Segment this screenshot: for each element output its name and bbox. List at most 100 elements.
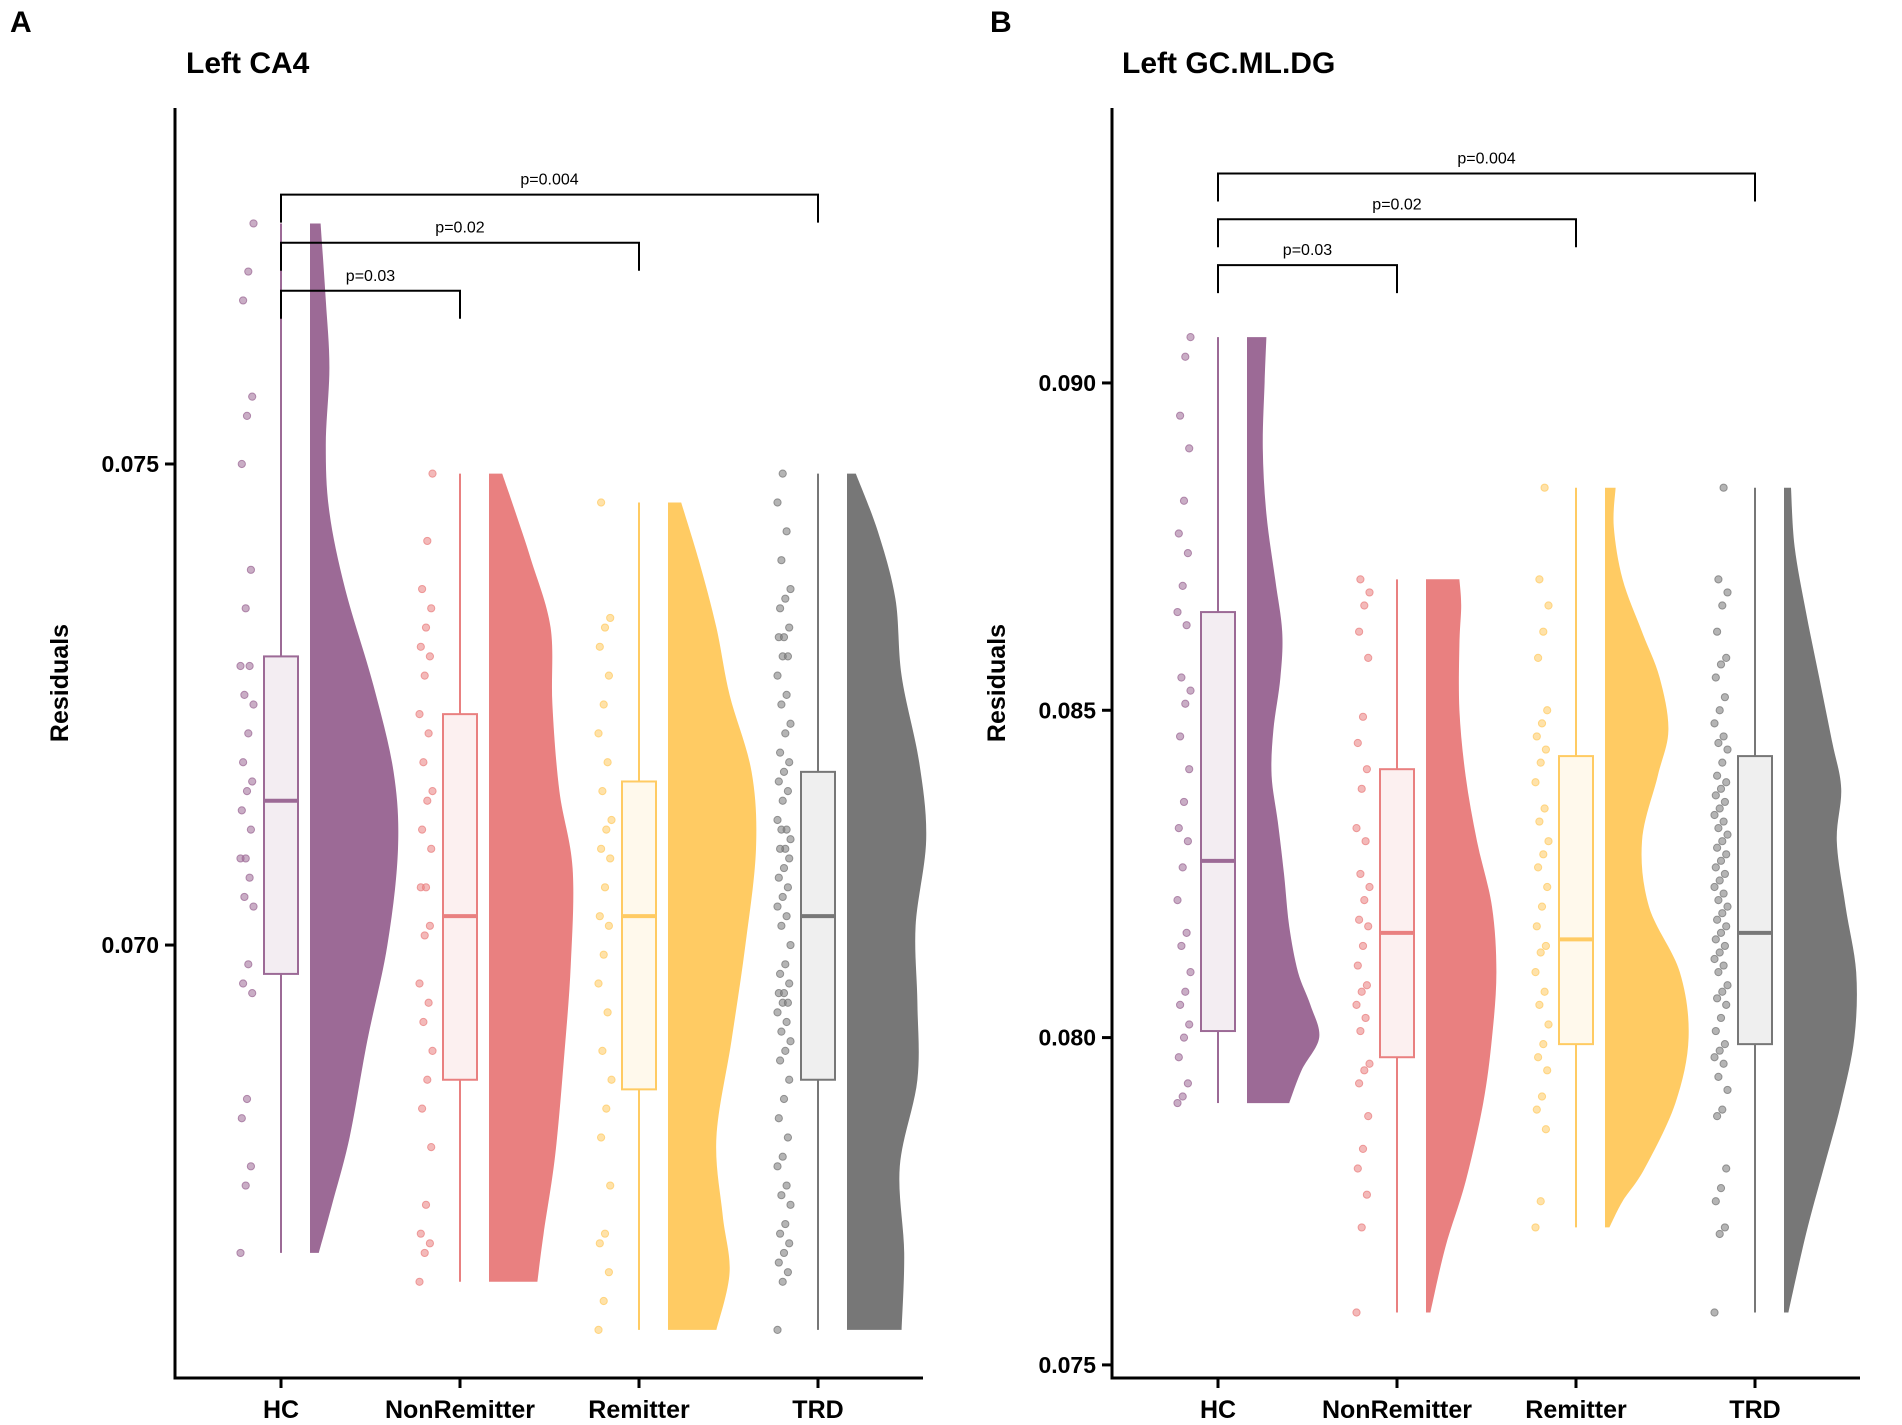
panel-a-point-trd	[774, 1114, 783, 1123]
panel-a-point-nonremitter	[420, 931, 429, 940]
panel-b-point-hc	[1173, 1098, 1182, 1108]
panel-a-point-nonremitter	[427, 604, 436, 613]
panel-a-point-nonremitter	[415, 979, 424, 988]
panel-b-point-hc	[1185, 1020, 1194, 1029]
panel-b-point-trd	[1710, 719, 1719, 728]
panel-a-point-remitter	[597, 498, 606, 507]
panel-b-box-trd	[1737, 755, 1773, 1046]
panel-b-point-nonremitter	[1355, 627, 1364, 636]
panel-b-point-remitter	[1531, 968, 1540, 977]
panel-a-point-remitter	[606, 1181, 615, 1190]
panel-b-point-nonremitter	[1356, 575, 1365, 584]
panel-a-bracket-line-0	[280, 289, 461, 319]
panel-b-point-remitter	[1540, 483, 1549, 492]
panel-b-point-trd	[1719, 732, 1728, 741]
panel-a-point-nonremitter	[425, 652, 434, 661]
panel-a-point-trd	[783, 883, 793, 892]
panel-b-point-remitter	[1544, 601, 1553, 610]
panel-b-point-remitter	[1539, 1040, 1548, 1049]
panel-b-point-hc	[1181, 987, 1190, 996]
panel-a-point-remitter	[598, 787, 607, 796]
panel-b-point-trd	[1710, 954, 1719, 964]
panel-b-point-trd	[1714, 968, 1723, 977]
panel-a-violin-nonremitter	[489, 473, 574, 1282]
panel-b-point-trd	[1710, 1308, 1719, 1317]
panel-a-violin-remitter	[668, 502, 757, 1330]
panel-b-point-trd	[1711, 791, 1720, 800]
panel-a-y-axis-label: Residuals	[46, 624, 74, 742]
panel-a-point-trd	[785, 854, 794, 863]
panel-b-point-nonremitter	[1357, 1223, 1366, 1232]
panel-b-point-trd	[1714, 1072, 1723, 1081]
panel-a-point-trd	[782, 690, 791, 699]
panel-b-point-hc	[1182, 928, 1191, 937]
panel-b-point-trd	[1722, 850, 1731, 859]
panel-b-point-hc	[1177, 673, 1186, 682]
panel-b-point-hc	[1179, 496, 1189, 505]
panel-b-group-hc	[1173, 333, 1320, 1108]
panel-a-point-remitter	[595, 912, 604, 921]
panel-b-point-hc	[1186, 968, 1195, 977]
panel-a-point-remitter	[594, 979, 603, 988]
panel-a-point-remitter	[604, 671, 614, 680]
panel-a-point-hc	[241, 1181, 250, 1190]
panel-a-point-trd	[783, 1268, 793, 1277]
panel-a-point-nonremitter	[415, 1277, 424, 1286]
panel-a-significance-bracket-2: p=0.004	[280, 172, 819, 223]
panel-a-point-remitter	[606, 613, 615, 623]
panel-a-point-hc	[242, 1094, 252, 1104]
panel-a-point-hc	[236, 1248, 245, 1258]
panel-b-point-trd	[1713, 843, 1722, 852]
panel-b-point-hc	[1178, 581, 1187, 590]
panel-b-point-hc	[1173, 607, 1182, 617]
panel-b-point-trd	[1718, 1105, 1727, 1114]
panel-a-point-hc	[249, 902, 258, 911]
panel-a-point-trd	[785, 1239, 794, 1248]
panel-b-point-remitter	[1536, 1197, 1545, 1206]
panel-b-point-nonremitter	[1358, 941, 1368, 951]
panel-a-p-value-label-1: p=0.02	[435, 220, 484, 237]
panel-a-point-nonremitter	[424, 729, 433, 738]
panel-b-point-remitter	[1540, 804, 1549, 813]
panel-a-group-remitter	[594, 498, 757, 1334]
panel-b-point-trd	[1711, 673, 1720, 682]
panel-a-point-remitter	[595, 1239, 604, 1248]
panel-a-point-nonremitter	[428, 469, 437, 478]
panel-a-group-nonremitter	[415, 469, 574, 1286]
panel-b-point-nonremitter	[1362, 981, 1372, 990]
panel-a-point-trd	[781, 1046, 790, 1055]
panel-a-point-remitter	[600, 623, 610, 632]
panel-a-point-trd	[778, 796, 787, 805]
panel-a-point-hc	[239, 296, 248, 305]
panel-a-y-tick-label-0: 0.070	[101, 932, 159, 958]
panel-b-point-nonremitter	[1357, 987, 1366, 996]
panel-a-point-trd	[785, 1075, 794, 1084]
panel-a-point-hc	[249, 219, 258, 228]
panel-b-point-trd	[1718, 601, 1727, 610]
panel-a-point-trd	[785, 758, 794, 767]
panel-b-point-trd	[1713, 994, 1722, 1003]
panel-a-point-trd	[781, 844, 790, 853]
panel-a-point-remitter	[602, 825, 611, 834]
panel-a-point-remitter	[607, 815, 616, 825]
panel-b-point-nonremitter	[1361, 1013, 1370, 1023]
panel-b-point-nonremitter	[1353, 961, 1362, 970]
panel-b-significance-bracket-0: p=0.03	[1217, 242, 1398, 294]
panel-b-point-nonremitter	[1352, 1308, 1361, 1317]
panel-b-y-tick-label-0: 0.075	[1038, 1352, 1096, 1378]
panel-a-x-tick-label-nonremitter: NonRemitter	[385, 1396, 535, 1424]
panel-b-point-remitter	[1534, 863, 1543, 872]
panel-b-point-hc	[1181, 699, 1190, 708]
panel-a-point-hc	[237, 806, 246, 815]
panel-a-point-remitter	[599, 950, 608, 959]
panel-a-point-hc	[242, 411, 252, 420]
panel-a-point-trd	[786, 1200, 795, 1209]
panel-b-point-trd	[1711, 1197, 1720, 1206]
panel-b-title: Left GC.ML.DG	[1122, 47, 1335, 80]
panel-b-point-trd	[1720, 797, 1730, 807]
panel-b-point-nonremitter	[1365, 1059, 1374, 1068]
panel-b-point-trd	[1723, 588, 1732, 597]
panel-a-point-trd	[782, 527, 791, 536]
panel-a-point-trd	[778, 1152, 787, 1161]
